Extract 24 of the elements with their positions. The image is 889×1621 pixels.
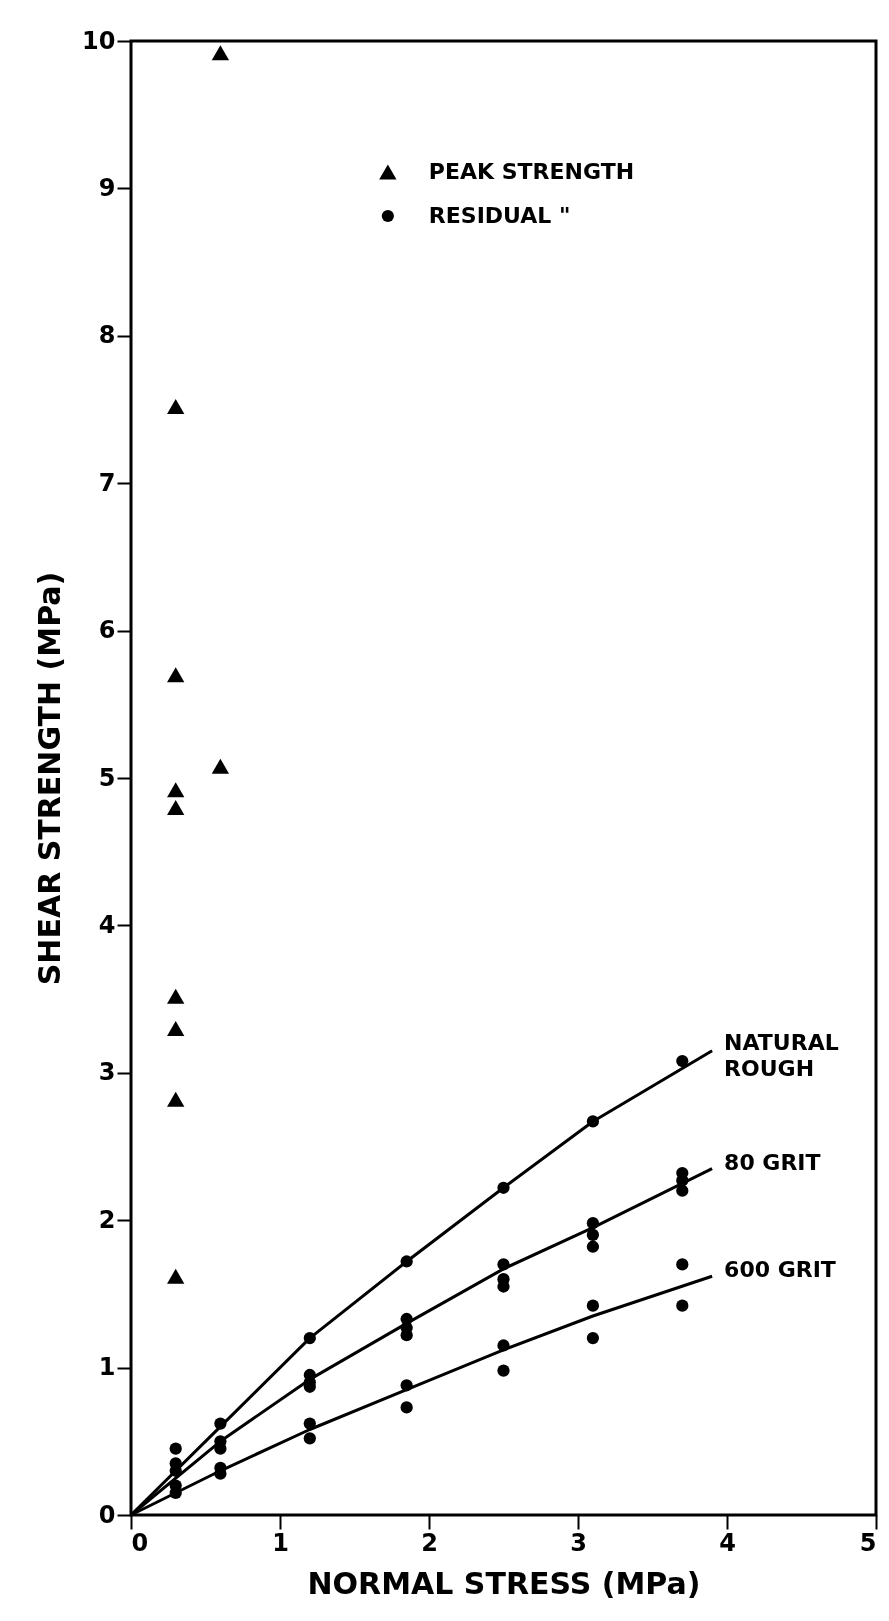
y-tick-label: 0 (98, 1500, 116, 1529)
series-label: NATURAL ROUGH (724, 1029, 839, 1081)
y-tick-label: 4 (98, 910, 116, 939)
x-tick-label: 4 (719, 1528, 736, 1557)
x-tick-label: 0 (131, 1528, 149, 1557)
x-axis-title: NORMAL STRESS (MPa) (307, 1565, 701, 1601)
y-tick-label: 3 (98, 1058, 116, 1087)
y-tick-label: 7 (98, 468, 116, 497)
y-tick-label: 9 (98, 173, 116, 202)
x-tick-label: 1 (272, 1528, 289, 1557)
legend-label: RESIDUAL " (428, 203, 571, 228)
x-tick-label: 5 (859, 1528, 877, 1557)
series-label: 80 GRIT (724, 1149, 821, 1175)
y-axis-title: SHEAR STRENGTH (MPa) (32, 571, 68, 986)
y-tick-label: 8 (98, 321, 116, 350)
series-label: 600 GRIT (724, 1257, 836, 1283)
y-tick-label: 2 (98, 1205, 116, 1234)
y-tick-label: 5 (98, 763, 116, 792)
y-tick-label: 10 (82, 26, 116, 55)
x-tick-label: 3 (570, 1528, 587, 1557)
legend-label: PEAK STRENGTH (428, 159, 635, 184)
y-tick-label: 1 (98, 1353, 116, 1382)
y-tick-label: 6 (98, 616, 116, 645)
x-tick-label: 2 (421, 1528, 438, 1557)
